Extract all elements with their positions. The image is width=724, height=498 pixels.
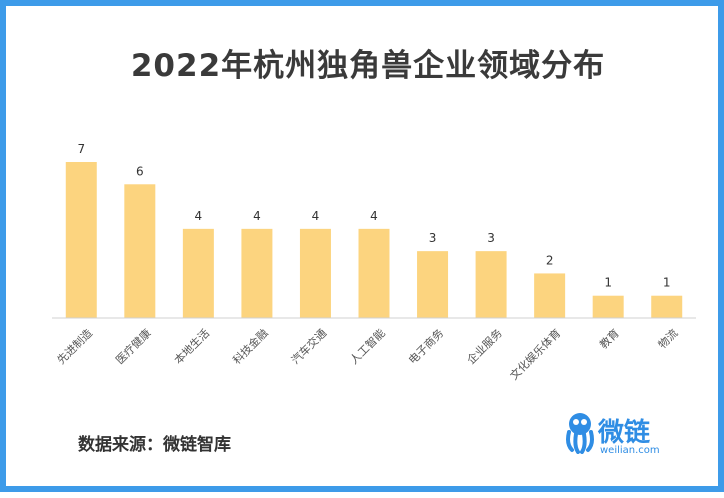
category-tick-label: 人工智能	[347, 326, 388, 367]
bar	[534, 273, 566, 318]
bar-value-label: 6	[136, 164, 144, 178]
logo-text: 微链	[598, 418, 651, 448]
bar-chart: 7 6 4 4 4 4 3 3 2 1 1 先进制造 医疗健康 本地生活 科技金融 汽车交通 人工智能 电子商务…	[52, 142, 696, 383]
bar-value-label: 4	[195, 209, 203, 223]
bar	[592, 295, 624, 318]
category-tick-label: 汽车交通	[288, 326, 329, 367]
category-tick-label: 电子商务	[405, 326, 446, 367]
data-source: 数据来源：微链智库	[78, 435, 231, 455]
category-tick-label: 科技金融	[230, 326, 271, 367]
bar	[475, 251, 507, 318]
bar-value-label: 4	[253, 209, 261, 223]
category-tick-label: 教育	[597, 326, 622, 351]
bar-value-label: 4	[370, 209, 378, 223]
bar	[651, 295, 683, 318]
bar-value-label: 3	[487, 231, 495, 245]
category-tick-label: 企业服务	[464, 326, 505, 367]
weilian-logo[interactable]: 微链 weilian.com	[562, 410, 672, 460]
bar	[65, 162, 97, 318]
bar-value-label: 7	[77, 142, 85, 156]
bar	[299, 228, 331, 318]
chart-title: 2022年杭州独角兽企业领域分布	[130, 48, 606, 84]
category-tick-label: 物流	[655, 326, 680, 351]
category-tick-label: 医疗健康	[113, 326, 154, 367]
bar-value-label: 4	[312, 209, 320, 223]
bar-value-label: 1	[604, 276, 612, 290]
bar	[241, 228, 273, 318]
octopus-logo-icon	[566, 413, 594, 454]
bar	[124, 184, 156, 318]
category-tick-label: 先进制造	[54, 326, 95, 367]
bar	[417, 251, 449, 318]
bar-value-label: 3	[429, 231, 437, 245]
category-tick-label: 文化娱乐体育	[507, 326, 564, 383]
bar-value-label: 1	[663, 276, 671, 290]
bar-value-label: 2	[546, 253, 554, 267]
logo-url: weilian.com	[600, 445, 660, 456]
bar	[182, 228, 214, 318]
category-tick-label: 本地生活	[171, 326, 212, 367]
bar	[358, 228, 390, 318]
